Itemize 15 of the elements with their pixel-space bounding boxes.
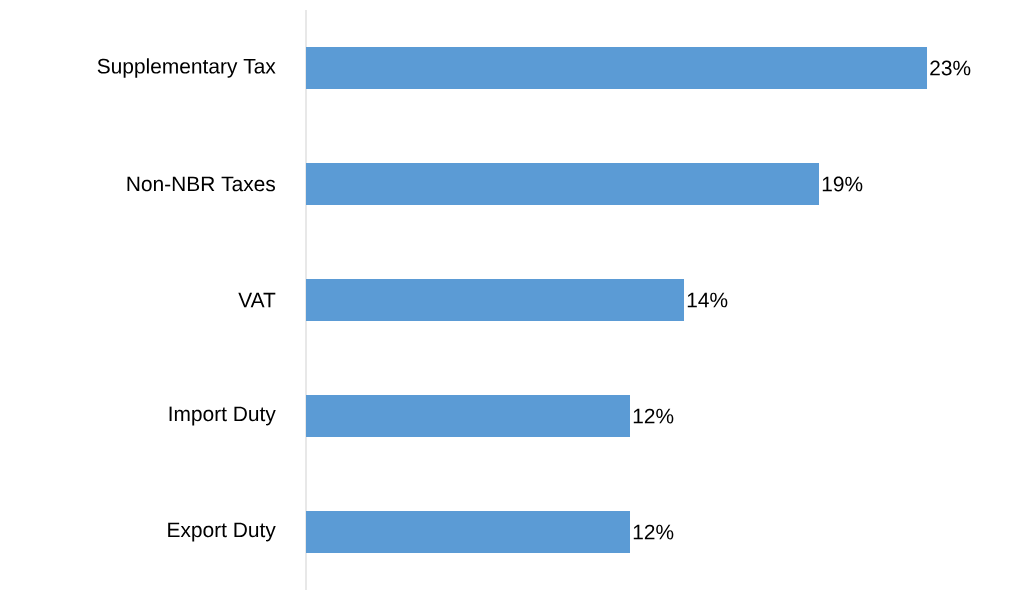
y-tick-label: Import Duty <box>169 406 276 426</box>
data-label: 19% <box>822 176 863 192</box>
y-tick-label: Supplementary Tax <box>97 58 276 78</box>
bar <box>306 395 630 438</box>
y-tick-label: VAT <box>238 292 276 308</box>
data-label: 14% <box>687 292 728 308</box>
bar <box>306 279 685 322</box>
bar <box>306 47 928 90</box>
data-label: 12% <box>633 408 674 424</box>
y-tick-label: Non-NBR Taxes <box>127 176 276 192</box>
data-label: 23% <box>930 60 971 76</box>
data-label: 12% <box>633 524 674 540</box>
bar <box>306 511 630 554</box>
bar <box>306 163 820 206</box>
y-tick-label: Export Duty <box>168 522 276 542</box>
